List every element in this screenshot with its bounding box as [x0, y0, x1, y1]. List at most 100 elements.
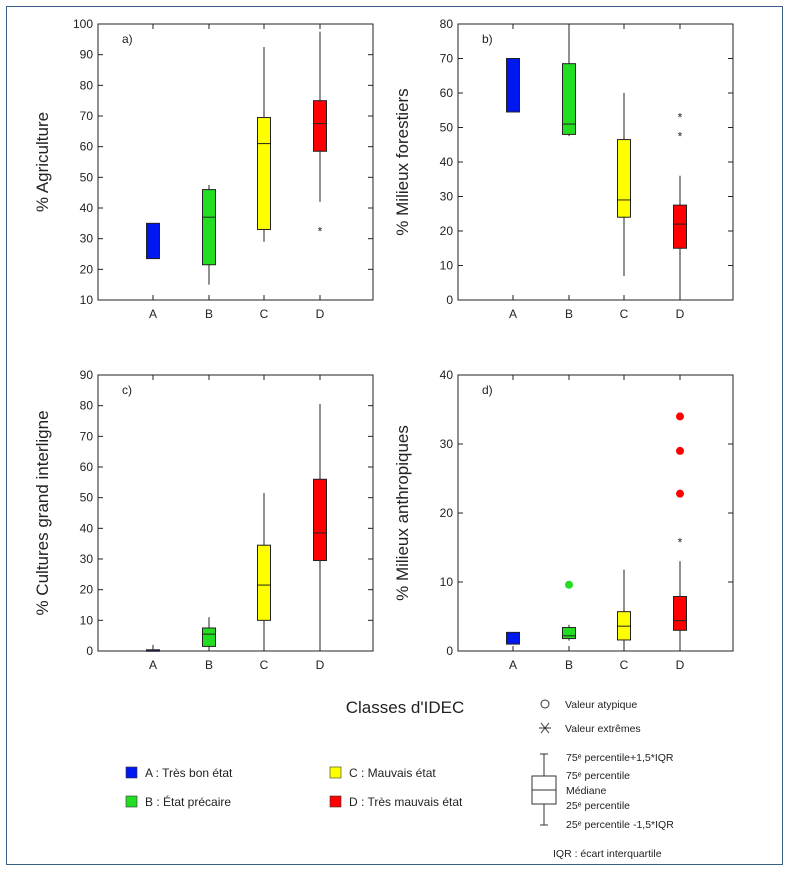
legend-label: C : Mauvais état [349, 766, 436, 780]
y-tick-label: 20 [80, 262, 94, 276]
legend: A : Très bon état B : État précaire C : Ma… [125, 766, 463, 809]
extreme-point: * [678, 110, 683, 124]
legend-item-c: C : Mauvais état [329, 766, 436, 780]
legend-swatch [125, 766, 138, 779]
box-body [313, 100, 327, 152]
box-C [617, 93, 631, 276]
legend-label: B : État précaire [145, 794, 231, 809]
panel-c: 0 10 20 30 40 50 60 70 80 90 A B C Dc) % Cultures gran… [33, 368, 374, 672]
y-tick-label: 0 [86, 644, 93, 658]
legend-item-b: B : État précaire [125, 794, 231, 809]
panel-label: b) [482, 32, 493, 46]
box-body [506, 58, 520, 113]
x-tick-label: D [676, 307, 685, 321]
plot-frame [457, 23, 734, 301]
y-tick-label: 10 [440, 259, 454, 273]
panel-a: 10 20 30 40 50 60 70 80 90 100 A B C Da) % Agriculture… [33, 17, 374, 321]
box-body [146, 222, 160, 260]
y-tick-label: 100 [73, 17, 93, 31]
y-tick-label: 20 [440, 224, 454, 238]
y-tick-label: 60 [440, 86, 454, 100]
panel-label: c) [122, 383, 132, 397]
extreme-point: * [678, 536, 683, 550]
y-tick-label: 40 [440, 155, 454, 169]
outlier-key-label: Valeur atypique [565, 699, 637, 711]
y-tick-label: 40 [80, 521, 94, 535]
y-tick-label: 90 [80, 368, 94, 382]
y-tick-label: 20 [440, 506, 454, 520]
x-tick-label: C [260, 307, 269, 321]
box-A [506, 58, 520, 113]
box-B [202, 185, 216, 285]
y-tick-label: 40 [80, 201, 94, 215]
box-D: ** [673, 110, 687, 299]
box-body [313, 478, 327, 562]
y-tick-label: 80 [440, 17, 454, 31]
box-body [202, 189, 216, 266]
box-A [146, 222, 160, 260]
box-B [202, 617, 216, 650]
y-tick-label: 50 [80, 491, 94, 505]
figure-frame [6, 6, 783, 865]
x-tick-label: D [316, 658, 325, 672]
box-C [257, 493, 271, 650]
y-tick-label: 50 [440, 121, 454, 135]
y-tick-label: 70 [80, 109, 94, 123]
x-tick-label: D [676, 658, 685, 672]
box-body [506, 631, 520, 645]
q3-key-label: 75ᵉ percentile [566, 770, 630, 782]
y-tick-label: 80 [80, 78, 94, 92]
y-axis-label: % Milieux forestiers [393, 88, 412, 235]
y-axis-label: % Agriculture [33, 112, 52, 212]
y-tick-label: 50 [80, 170, 94, 184]
x-tick-label: A [509, 307, 517, 321]
panel-label: d) [482, 383, 493, 397]
x-tick-label: A [149, 307, 157, 321]
extreme-key-icon [539, 722, 551, 734]
y-tick-label: 60 [80, 140, 94, 154]
extreme-key-label: Valeur extrêmes [565, 723, 641, 735]
legend-swatch [329, 795, 342, 808]
x-tick-label: B [565, 658, 573, 672]
panel-label: a) [122, 32, 133, 46]
y-tick-label: 10 [80, 613, 94, 627]
box-body [202, 627, 216, 647]
y-tick-label: 40 [440, 368, 454, 382]
x-tick-label: B [205, 658, 213, 672]
box-A [146, 644, 160, 652]
legend-label: D : Très mauvais état [349, 795, 463, 809]
legend-swatch [125, 795, 138, 808]
box-body [257, 117, 271, 230]
x-tick-label: C [620, 307, 629, 321]
median-key-label: Médiane [566, 785, 606, 797]
box-B [562, 580, 576, 641]
y-tick-label: 70 [80, 429, 94, 443]
x-tick-label: C [260, 658, 269, 672]
iqr-note: IQR : écart interquartile [553, 848, 662, 860]
outlier-point [676, 489, 684, 498]
legend-swatch [329, 766, 342, 779]
y-tick-label: 60 [80, 460, 94, 474]
box-D: * [673, 412, 687, 649]
x-tick-label: A [509, 658, 517, 672]
x-tick-label: D [316, 307, 325, 321]
y-tick-label: 10 [440, 575, 454, 589]
x-axis-title: Classes d'IDEC [346, 698, 465, 717]
box-C [617, 569, 631, 649]
panel-d: 0 10 20 30 40 A B C Dd) % Milieux anthropiques * [393, 368, 734, 672]
box-body [673, 595, 687, 631]
y-axis-label: % Milieux anthropiques [393, 425, 412, 601]
boxplot-key: Valeur atypique Valeur extrêmes 75ᵉ perc… [531, 699, 674, 860]
x-tick-label: C [620, 658, 629, 672]
box-C [257, 47, 271, 242]
box-body [617, 139, 631, 218]
y-tick-label: 10 [80, 293, 94, 307]
y-tick-label: 20 [80, 583, 94, 597]
y-tick-label: 90 [80, 48, 94, 62]
box-body [562, 627, 576, 640]
box-key-icon [531, 753, 557, 826]
box-D [313, 404, 327, 647]
plot-frame [97, 23, 374, 301]
